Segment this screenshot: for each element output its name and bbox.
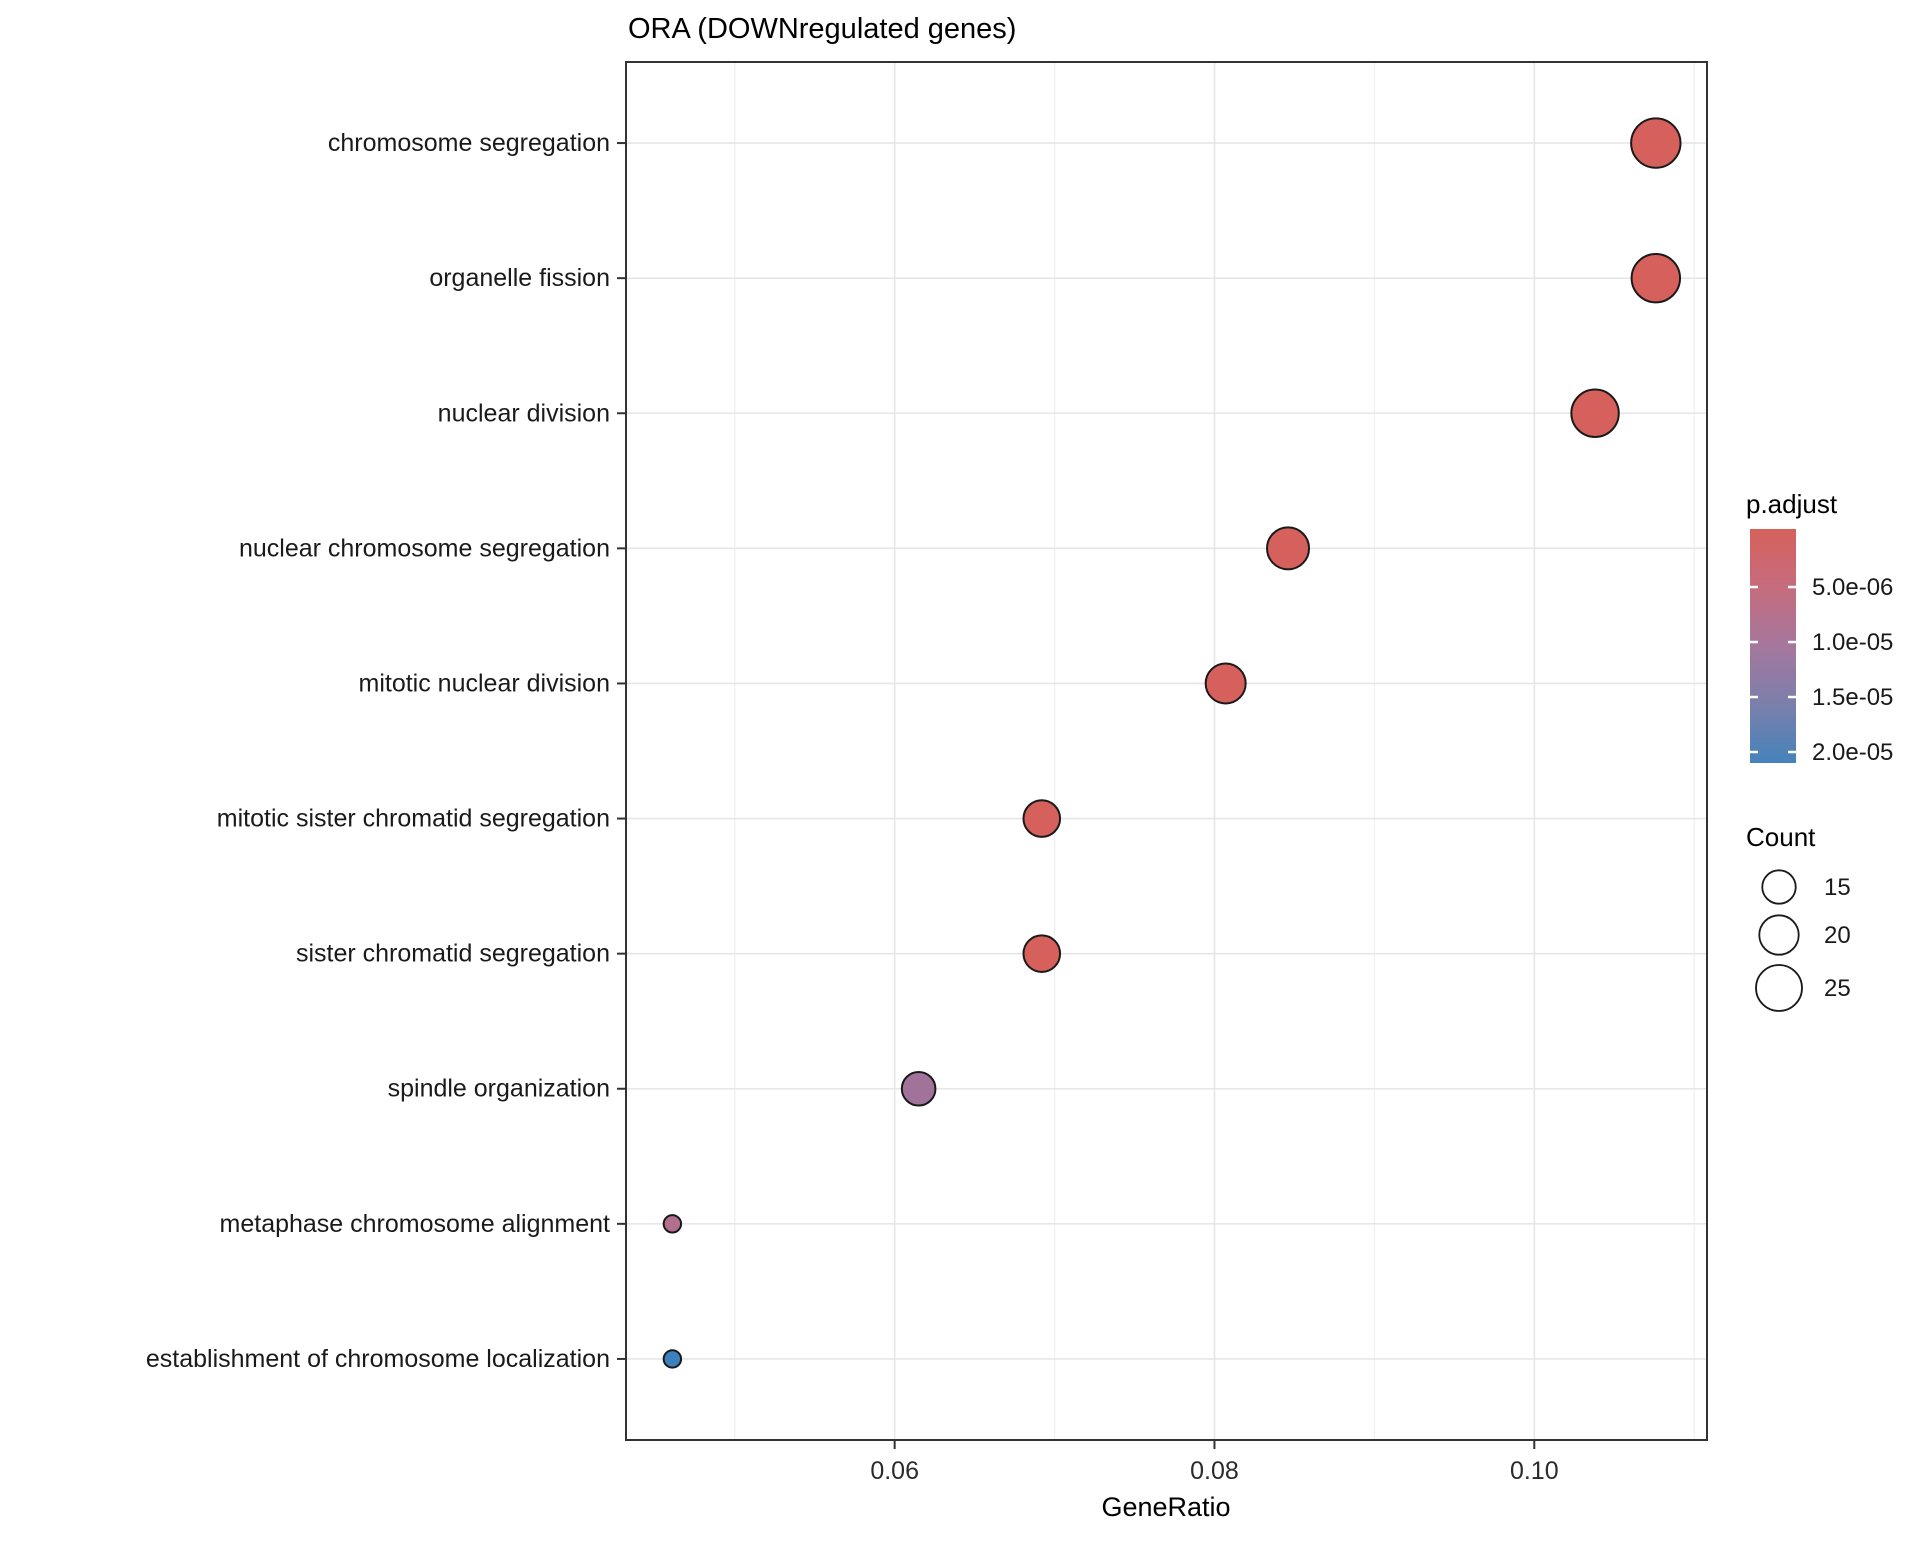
panel-border bbox=[625, 61, 1708, 1441]
count-legend-label: 25 bbox=[1824, 975, 1851, 1002]
data-point bbox=[1266, 526, 1311, 571]
y-category-label: chromosome segregation bbox=[328, 129, 610, 157]
data-point bbox=[662, 1214, 683, 1234]
y-category-label: mitotic nuclear division bbox=[359, 669, 611, 697]
count-legend-items: 15 20 25 bbox=[1755, 869, 1851, 1012]
x-axis-title: GeneRatio bbox=[1101, 1492, 1230, 1522]
y-category-label: mitotic sister chromatid segregation bbox=[217, 805, 610, 833]
p-adjust-legend-title: p.adjust bbox=[1746, 489, 1838, 519]
p-adjust-tick-label: 1.0e-05 bbox=[1812, 629, 1893, 656]
plot-title: ORA (DOWNregulated genes) bbox=[628, 13, 1016, 45]
y-category-label: organelle fission bbox=[429, 264, 610, 292]
data-point bbox=[662, 1349, 683, 1369]
count-legend-title: Count bbox=[1746, 822, 1816, 852]
p-adjust-colorbar-ticks bbox=[1750, 585, 1796, 754]
x-tick-label: 0.10 bbox=[1510, 1457, 1559, 1485]
count-legend-circle bbox=[1761, 869, 1797, 905]
count-legend-label: 20 bbox=[1824, 922, 1851, 949]
p-adjust-legend: p.adjust 5.0e-06 1.0e-05 1.5e-05 2.0e-05 bbox=[1746, 489, 1893, 766]
data-point bbox=[1022, 934, 1062, 973]
count-legend: Count 15 20 25 bbox=[1746, 822, 1851, 1012]
p-adjust-tick-label: 2.0e-05 bbox=[1812, 739, 1893, 766]
p-adjust-colorbar bbox=[1750, 529, 1796, 763]
count-legend-circle bbox=[1758, 914, 1800, 956]
x-tick-label: 0.06 bbox=[870, 1457, 919, 1485]
p-adjust-tick-label: 1.5e-05 bbox=[1812, 684, 1893, 711]
plot-panel: 0.06 0.08 0.10 chromosome segregation organe… bbox=[146, 61, 1708, 1485]
p-adjust-legend-labels: 5.0e-06 1.0e-05 1.5e-05 2.0e-05 bbox=[1812, 574, 1893, 766]
y-category-label: nuclear division bbox=[438, 399, 610, 427]
y-category-label: metaphase chromosome alignment bbox=[220, 1210, 611, 1238]
x-tick-label: 0.08 bbox=[1190, 1457, 1239, 1485]
data-point bbox=[1630, 252, 1682, 304]
p-adjust-tick-label: 5.0e-06 bbox=[1812, 574, 1893, 601]
data-point bbox=[1204, 662, 1247, 705]
data-point bbox=[1022, 799, 1062, 838]
data-point bbox=[900, 1070, 937, 1107]
y-category-label: nuclear chromosome segregation bbox=[239, 534, 610, 562]
data-point bbox=[1570, 388, 1620, 438]
count-legend-circle bbox=[1755, 964, 1803, 1012]
count-legend-label: 15 bbox=[1824, 874, 1851, 901]
y-category-label: sister chromatid segregation bbox=[296, 940, 610, 968]
y-category-label: establishment of chromosome localization bbox=[146, 1345, 610, 1373]
data-point bbox=[1630, 117, 1682, 169]
y-category-label: spindle organization bbox=[388, 1075, 610, 1103]
